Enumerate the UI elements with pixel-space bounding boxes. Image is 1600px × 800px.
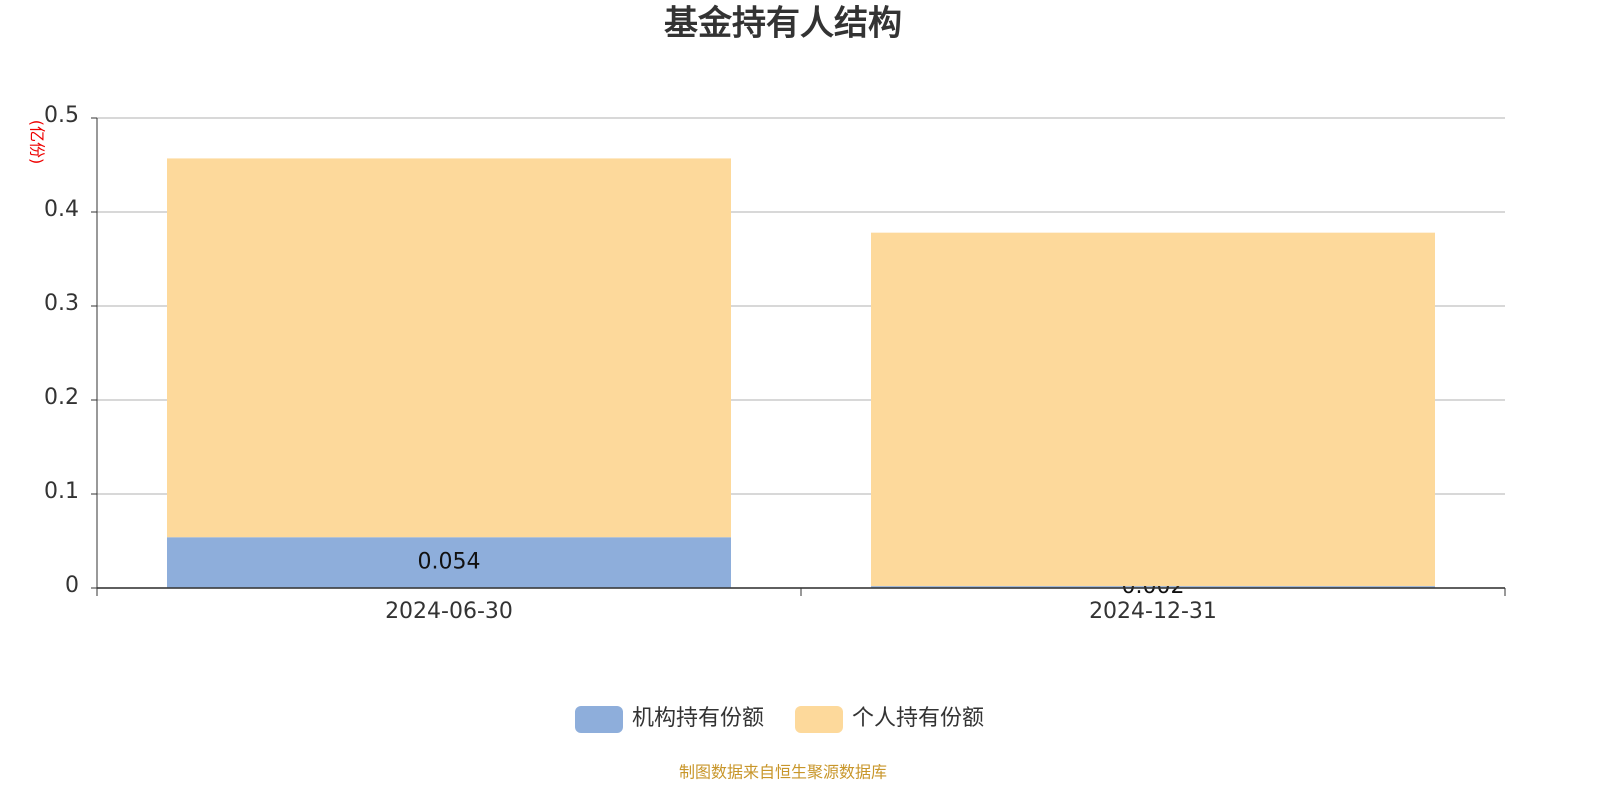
- y-tick-label: 0.2: [44, 385, 79, 410]
- legend-swatch: [795, 706, 843, 733]
- data-label: 0.054: [418, 550, 481, 575]
- bar-segment: [167, 158, 731, 538]
- bar-segment: [167, 537, 731, 588]
- y-axis-unit: (亿份): [28, 120, 47, 165]
- bar-segment: [871, 232, 1435, 587]
- x-tick-label: 2024-12-31: [1089, 599, 1217, 624]
- bar-segment: [871, 586, 1435, 588]
- y-tick-label: 0.5: [44, 103, 79, 128]
- legend-label: 个人持有份额: [852, 706, 984, 731]
- legend-label: 机构持有份额: [632, 706, 764, 731]
- y-tick-label: 0.3: [44, 291, 79, 316]
- y-tick-label: 0: [65, 573, 79, 598]
- source-note: 制图数据来自恒生聚源数据库: [679, 763, 887, 782]
- chart-title: 基金持有人结构: [664, 4, 902, 44]
- y-tick-label: 0.4: [44, 197, 79, 222]
- x-tick-label: 2024-06-30: [385, 599, 513, 624]
- y-tick-label: 0.1: [44, 479, 79, 504]
- legend-swatch: [575, 706, 623, 733]
